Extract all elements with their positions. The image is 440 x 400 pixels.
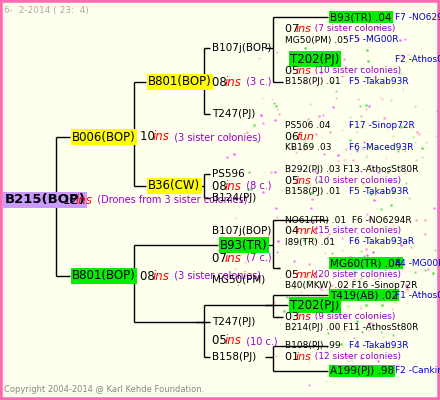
- Text: ins: ins: [153, 270, 170, 282]
- Text: F17 -Sinop72R: F17 -Sinop72R: [349, 122, 415, 130]
- Text: ins: ins: [296, 352, 312, 362]
- Text: PS506 .04: PS506 .04: [285, 122, 330, 130]
- Text: B93(TR): B93(TR): [220, 238, 268, 252]
- Text: F4 -MG00R: F4 -MG00R: [395, 258, 440, 268]
- Text: B40(MKW) .02 F16 -Sinop72R: B40(MKW) .02 F16 -Sinop72R: [285, 282, 418, 290]
- Text: 04: 04: [285, 226, 303, 236]
- Text: B107j(BOP): B107j(BOP): [212, 43, 271, 53]
- Text: 07: 07: [285, 24, 303, 34]
- Text: 06: 06: [285, 132, 303, 142]
- Text: B93(TR) .04: B93(TR) .04: [330, 12, 392, 22]
- Text: (10 sister colonies): (10 sister colonies): [309, 66, 401, 76]
- Text: B215(BOP): B215(BOP): [5, 194, 86, 206]
- Text: 12: 12: [63, 194, 82, 206]
- Text: B006(BOP): B006(BOP): [72, 130, 136, 144]
- Text: F5 -Takab93R: F5 -Takab93R: [349, 78, 409, 86]
- Text: (12 sister colonies): (12 sister colonies): [309, 352, 401, 362]
- Text: KB169 .03: KB169 .03: [285, 144, 331, 152]
- Text: B108(PJ) .99: B108(PJ) .99: [285, 342, 341, 350]
- Text: F5 -MG00R: F5 -MG00R: [349, 36, 399, 44]
- Text: T247(PJ): T247(PJ): [212, 317, 255, 327]
- Text: B801(BOP): B801(BOP): [148, 76, 212, 88]
- Text: Copyright 2004-2014 @ Karl Kehde Foundation.: Copyright 2004-2014 @ Karl Kehde Foundat…: [4, 386, 204, 394]
- Text: 03: 03: [285, 312, 303, 322]
- Text: (3 c.): (3 c.): [240, 77, 271, 87]
- Text: A199(PJ) .98: A199(PJ) .98: [330, 366, 394, 376]
- Text: ins: ins: [225, 76, 242, 88]
- Text: F6 -Takab93aR: F6 -Takab93aR: [349, 238, 414, 246]
- Text: F7 -NO6294R: F7 -NO6294R: [395, 12, 440, 22]
- Text: (8 c.): (8 c.): [240, 181, 271, 191]
- Text: T247(PJ): T247(PJ): [212, 109, 255, 119]
- Text: mrk: mrk: [296, 226, 318, 236]
- Text: 05: 05: [212, 334, 231, 348]
- Text: ins: ins: [296, 312, 312, 322]
- Text: 01: 01: [285, 352, 303, 362]
- Text: B292(PJ) .03 F13 -AthosSt80R: B292(PJ) .03 F13 -AthosSt80R: [285, 166, 418, 174]
- Text: MG60(TR) .04: MG60(TR) .04: [330, 258, 401, 268]
- Text: B158(PJ): B158(PJ): [212, 352, 256, 362]
- Text: F1 -Athos00R: F1 -Athos00R: [395, 290, 440, 300]
- Text: (Drones from 3 sister colonies): (Drones from 3 sister colonies): [91, 195, 247, 205]
- Text: (7 c.): (7 c.): [240, 253, 271, 263]
- Text: (7 sister colonies): (7 sister colonies): [309, 24, 396, 34]
- Text: ins: ins: [296, 24, 312, 34]
- Text: 05: 05: [285, 270, 303, 280]
- Text: F4 -Takab93R: F4 -Takab93R: [349, 342, 408, 350]
- Text: mrk: mrk: [296, 270, 318, 280]
- Text: B158(PJ) .01: B158(PJ) .01: [285, 78, 341, 86]
- Text: F2 -Athos00R: F2 -Athos00R: [395, 54, 440, 64]
- Text: (3 sister colonies): (3 sister colonies): [168, 132, 261, 142]
- Text: ins: ins: [225, 180, 242, 192]
- Text: B801(BOP): B801(BOP): [72, 270, 136, 282]
- Text: B214(PJ) .00 F11 -AthosSt80R: B214(PJ) .00 F11 -AthosSt80R: [285, 324, 418, 332]
- Text: (10 c.): (10 c.): [240, 336, 278, 346]
- Text: (9 sister colonies): (9 sister colonies): [309, 312, 396, 322]
- Text: F6 -Maced93R: F6 -Maced93R: [349, 144, 413, 152]
- Text: ins: ins: [225, 334, 242, 348]
- Text: ins: ins: [296, 66, 312, 76]
- Text: 08: 08: [140, 270, 158, 282]
- Text: 05: 05: [285, 176, 303, 186]
- Text: T202(PJ): T202(PJ): [290, 52, 339, 66]
- Text: ins: ins: [296, 176, 312, 186]
- Text: ins: ins: [225, 252, 242, 264]
- Text: (3 sister colonies): (3 sister colonies): [168, 271, 261, 281]
- Text: (15 sister colonies): (15 sister colonies): [309, 226, 401, 236]
- Text: ins: ins: [76, 194, 93, 206]
- Text: MG50(PM): MG50(PM): [212, 275, 265, 285]
- Text: fun: fun: [296, 132, 314, 142]
- Text: B36(CW): B36(CW): [148, 180, 200, 192]
- Text: B158(PJ) .01: B158(PJ) .01: [285, 188, 341, 196]
- Text: NO61(TR) .01  F6 -NO6294R: NO61(TR) .01 F6 -NO6294R: [285, 216, 412, 224]
- Text: 6-  2-2014 ( 23:  4): 6- 2-2014 ( 23: 4): [4, 6, 89, 16]
- Text: MG50(PM) .05: MG50(PM) .05: [285, 36, 348, 44]
- Text: ins: ins: [153, 130, 170, 144]
- Text: T419(AB) .02: T419(AB) .02: [330, 290, 398, 300]
- Text: 08: 08: [212, 180, 231, 192]
- Text: 07: 07: [212, 252, 231, 264]
- Text: T202(PJ): T202(PJ): [290, 298, 339, 312]
- Text: 10: 10: [140, 130, 159, 144]
- Text: F5 -Takab93R: F5 -Takab93R: [349, 188, 409, 196]
- Text: F2 -Cankiri97Q: F2 -Cankiri97Q: [395, 366, 440, 376]
- Text: 08: 08: [212, 76, 231, 88]
- Text: (10 sister colonies): (10 sister colonies): [309, 176, 401, 186]
- Text: B107j(BOP): B107j(BOP): [212, 226, 271, 236]
- Text: PS596: PS596: [212, 169, 245, 179]
- Text: 05: 05: [285, 66, 303, 76]
- Text: I89(TR) .01: I89(TR) .01: [285, 238, 335, 246]
- Text: (20 sister colonies): (20 sister colonies): [309, 270, 401, 280]
- Text: B124(PJ): B124(PJ): [212, 193, 256, 203]
